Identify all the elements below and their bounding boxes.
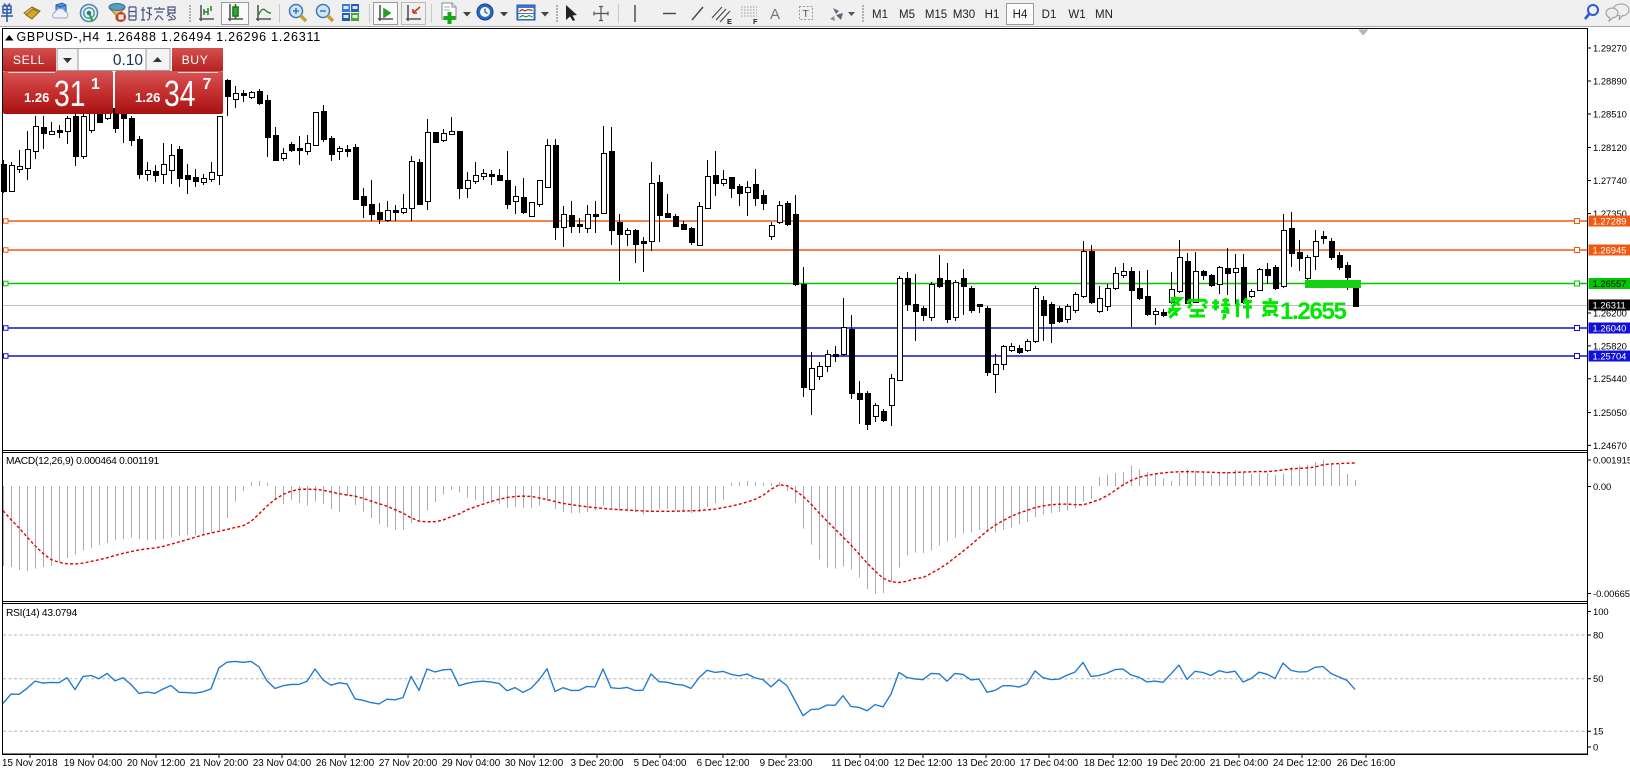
svg-text:20 Nov 12:00: 20 Nov 12:00 [127, 758, 186, 769]
svg-text:MACD(12,26,9) 0.000464 0.00119: MACD(12,26,9) 0.000464 0.001191 [6, 456, 159, 467]
svg-text:6 Dec 12:00: 6 Dec 12:00 [697, 758, 750, 769]
svg-text:M15: M15 [925, 9, 947, 21]
svg-text:29 Nov 04:00: 29 Nov 04:00 [442, 758, 501, 769]
svg-text:50: 50 [1593, 673, 1603, 684]
svg-text:1.28510: 1.28510 [1593, 108, 1627, 119]
svg-text:19 Nov 04:00: 19 Nov 04:00 [64, 758, 123, 769]
svg-text:RSI(14) 43.0794: RSI(14) 43.0794 [6, 608, 78, 619]
svg-text:19 Dec 20:00: 19 Dec 20:00 [1147, 758, 1206, 769]
svg-text:1.25820: 1.25820 [1593, 340, 1627, 351]
svg-text:1.26: 1.26 [24, 90, 49, 105]
svg-text:18 Dec 12:00: 18 Dec 12:00 [1084, 758, 1143, 769]
svg-text:1.25704: 1.25704 [1593, 350, 1627, 361]
svg-text:H4: H4 [1013, 9, 1028, 21]
svg-text:17 Dec 04:00: 17 Dec 04:00 [1020, 758, 1079, 769]
svg-text:3 Dec 20:00: 3 Dec 20:00 [571, 758, 624, 769]
svg-text:1.26557: 1.26557 [1593, 278, 1627, 289]
svg-text:D1: D1 [1042, 9, 1057, 21]
svg-text:A: A [770, 6, 780, 23]
svg-text:SELL: SELL [13, 53, 45, 67]
svg-text:26 Nov 12:00: 26 Nov 12:00 [316, 758, 375, 769]
svg-text:0.10: 0.10 [113, 52, 144, 69]
svg-text:M5: M5 [899, 9, 915, 21]
svg-text:BUY: BUY [182, 53, 209, 67]
svg-text:1.26: 1.26 [135, 90, 160, 105]
svg-text:0: 0 [1593, 741, 1598, 752]
svg-text:15: 15 [1593, 726, 1603, 737]
svg-text:15 Nov 2018: 15 Nov 2018 [2, 758, 58, 769]
svg-text:T: T [803, 8, 810, 20]
svg-text:1.26200: 1.26200 [1593, 307, 1627, 318]
svg-text:1.27350: 1.27350 [1593, 208, 1627, 219]
svg-text:30 Nov 12:00: 30 Nov 12:00 [505, 758, 564, 769]
svg-text:E: E [727, 17, 732, 26]
svg-text:MN: MN [1095, 9, 1113, 21]
svg-text:9 Dec 23:00: 9 Dec 23:00 [760, 758, 813, 769]
svg-text:0.001915: 0.001915 [1593, 454, 1630, 465]
svg-text:80: 80 [1593, 629, 1603, 640]
svg-text:0.00: 0.00 [1593, 481, 1611, 492]
svg-text:21 Nov 20:00: 21 Nov 20:00 [190, 758, 249, 769]
svg-text:1.28890: 1.28890 [1593, 75, 1627, 86]
svg-text:-0.006659: -0.006659 [1593, 588, 1630, 599]
svg-text:M1: M1 [872, 9, 888, 21]
svg-text:21 Dec 04:00: 21 Dec 04:00 [1210, 758, 1269, 769]
svg-text:1.2655: 1.2655 [1280, 298, 1347, 325]
svg-text:1.28120: 1.28120 [1593, 142, 1627, 153]
svg-text:12 Dec 12:00: 12 Dec 12:00 [894, 758, 953, 769]
svg-text:7: 7 [203, 76, 212, 93]
svg-text:1: 1 [91, 76, 100, 93]
svg-text:H1: H1 [985, 9, 1000, 21]
svg-text:24 Dec 12:00: 24 Dec 12:00 [1273, 758, 1332, 769]
svg-text:1.26488 1.26494 1.26296 1.2631: 1.26488 1.26494 1.26296 1.26311 [106, 30, 321, 44]
svg-text:31: 31 [54, 73, 86, 114]
svg-text:GBPUSD-,H4: GBPUSD-,H4 [17, 30, 100, 44]
svg-text:1.27289: 1.27289 [1593, 215, 1627, 226]
svg-text:5 Dec 04:00: 5 Dec 04:00 [634, 758, 687, 769]
svg-text:1.26040: 1.26040 [1593, 322, 1627, 333]
svg-text:1.26945: 1.26945 [1593, 244, 1627, 255]
svg-text:34: 34 [164, 73, 196, 114]
svg-text:1.29270: 1.29270 [1593, 42, 1627, 53]
svg-text:11 Dec 04:00: 11 Dec 04:00 [831, 758, 889, 769]
svg-text:1.25050: 1.25050 [1593, 407, 1627, 418]
svg-text:1.27740: 1.27740 [1593, 175, 1627, 186]
svg-text:27 Nov 20:00: 27 Nov 20:00 [379, 758, 438, 769]
svg-text:26 Dec 16:00: 26 Dec 16:00 [1337, 758, 1396, 769]
svg-text:1.25440: 1.25440 [1593, 373, 1627, 384]
svg-text:W1: W1 [1068, 9, 1085, 21]
svg-text:23 Nov 04:00: 23 Nov 04:00 [253, 758, 312, 769]
svg-text:1.26311: 1.26311 [1593, 299, 1626, 310]
svg-text:F: F [753, 17, 758, 26]
svg-text:13 Dec 20:00: 13 Dec 20:00 [957, 758, 1016, 769]
svg-text:1.24670: 1.24670 [1593, 440, 1627, 451]
svg-text:100: 100 [1593, 606, 1609, 617]
svg-text:M30: M30 [953, 9, 975, 21]
